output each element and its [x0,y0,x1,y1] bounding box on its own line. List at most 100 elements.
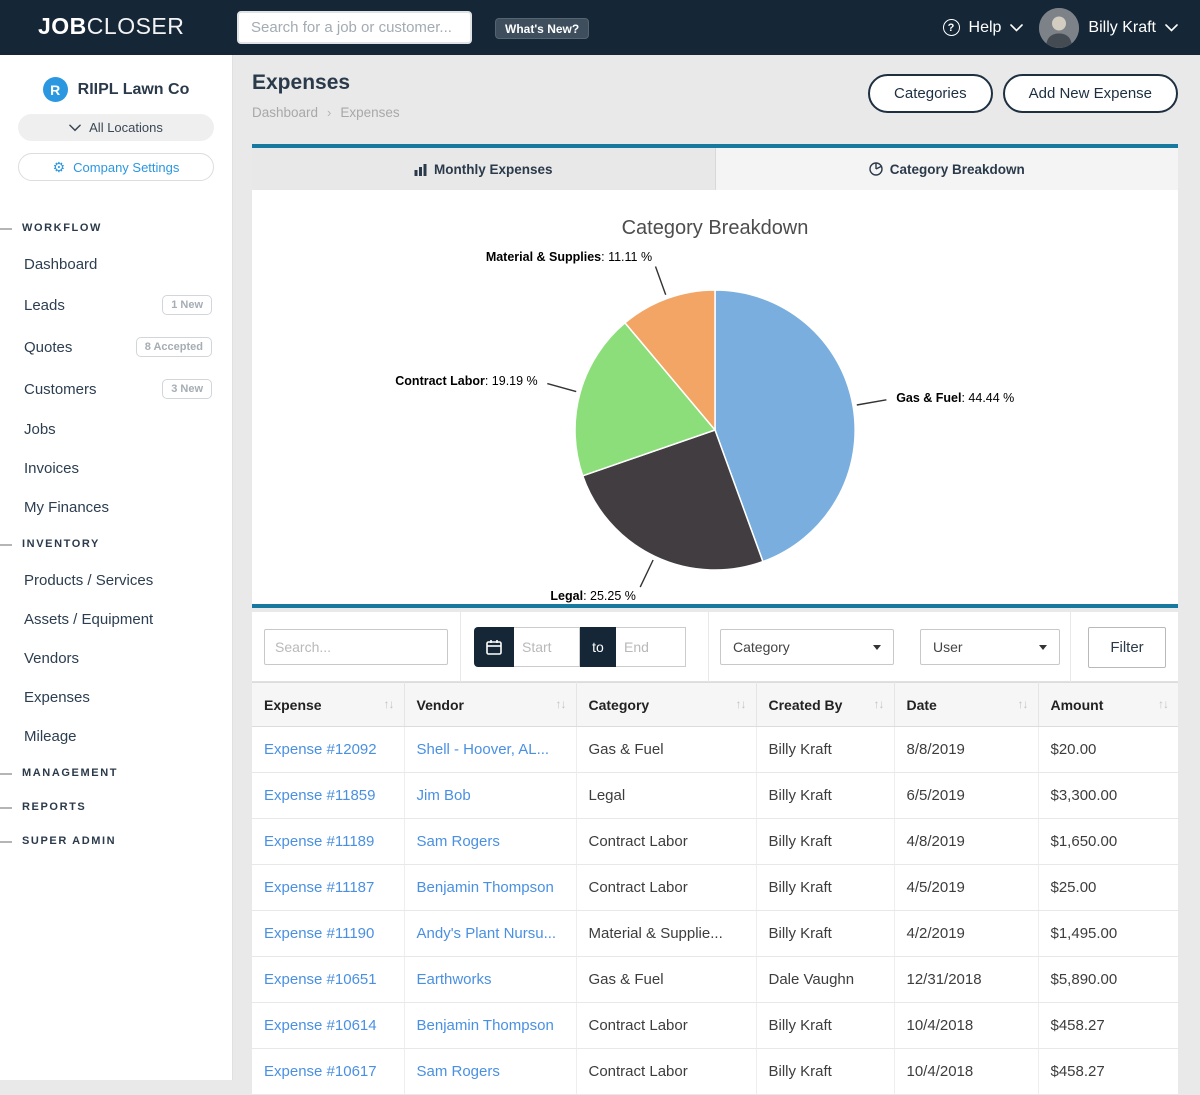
user-select[interactable]: User [920,629,1060,665]
sidebar-section-management[interactable]: MANAGEMENT [0,756,232,790]
sidebar-item-label: Leads [24,297,65,314]
created-by-cell: Billy Kraft [756,819,894,865]
item-count-badge: 8 Accepted [136,337,212,357]
filter-button[interactable]: Filter [1088,627,1166,668]
tab-category-breakdown[interactable]: Category Breakdown [716,148,1179,190]
expense-cell[interactable]: Expense #11187 [252,865,404,911]
sidebar-item-vendors[interactable]: Vendors [0,639,232,678]
sort-icon[interactable]: ↑↓ [874,697,884,711]
vendor-cell[interactable]: Benjamin Thompson [404,865,576,911]
sidebar-item-leads[interactable]: Leads1 New [0,284,232,326]
column-header-date[interactable]: Date↑↓ [894,683,1038,727]
vendor-cell[interactable]: Andy's Plant Nursu... [404,911,576,957]
vendor-cell[interactable]: Sam Rogers [404,819,576,865]
whats-new-button[interactable]: What's New? [495,18,589,39]
column-header-category[interactable]: Category↑↓ [576,683,756,727]
label-leader-line [857,400,887,405]
category-select[interactable]: Category [720,629,894,665]
tab-monthly-expenses[interactable]: Monthly Expenses [252,148,716,190]
amount-cell: $3,300.00 [1038,773,1178,819]
main-content: Expenses Dashboard › Expenses Categories… [252,55,1178,1095]
sidebar-item-label: Quotes [24,339,72,356]
category-cell: Contract Labor [576,819,756,865]
expense-cell[interactable]: Expense #11859 [252,773,404,819]
sidebar-item-expenses[interactable]: Expenses [0,678,232,717]
page-header: Expenses Dashboard › Expenses Categories… [252,55,1178,144]
sort-icon[interactable]: ↑↓ [1158,697,1168,711]
sidebar-section-workflow[interactable]: WORKFLOW [0,211,232,245]
sidebar-item-jobs[interactable]: Jobs [0,410,232,449]
bar-chart-icon [414,163,427,176]
help-icon: ? [943,19,960,36]
vendor-cell[interactable]: Shell - Hoover, AL... [404,727,576,773]
sidebar-item-label: Customers [24,381,97,398]
column-label: Expense [264,697,322,713]
sidebar-item-mileage[interactable]: Mileage [0,717,232,756]
created-by-cell: Billy Kraft [756,865,894,911]
date-range-filter: to [474,627,686,667]
date-cell: 10/4/2018 [894,1003,1038,1049]
add-new-expense-button[interactable]: Add New Expense [1003,74,1178,113]
amount-cell: $20.00 [1038,727,1178,773]
sidebar-item-dashboard[interactable]: Dashboard [0,245,232,284]
global-search-input[interactable] [237,11,472,44]
date-cell: 8/8/2019 [894,727,1038,773]
breadcrumb-dashboard[interactable]: Dashboard [252,105,318,120]
location-selector[interactable]: All Locations [18,114,214,141]
sort-icon[interactable]: ↑↓ [556,697,566,711]
sidebar-section-inventory[interactable]: INVENTORY [0,527,232,561]
sidebar-item-quotes[interactable]: Quotes 8 Accepted [0,326,232,368]
pie-label-material-supplies: Material & Supplies: 11.11 % [486,250,652,264]
created-by-cell: Billy Kraft [756,1003,894,1049]
expense-cell[interactable]: Expense #10617 [252,1049,404,1095]
vendor-cell[interactable]: Sam Rogers [404,1049,576,1095]
sidebar-item-label: Vendors [24,650,79,667]
expense-cell[interactable]: Expense #12092 [252,727,404,773]
column-label: Amount [1051,697,1104,713]
calendar-button[interactable] [474,627,514,667]
categories-button[interactable]: Categories [868,74,993,113]
sidebar-item-customers[interactable]: Customers3 New [0,368,232,410]
sidebar-item-invoices[interactable]: Invoices [0,449,232,488]
expense-tabs: Monthly Expenses Category Breakdown [252,148,1178,190]
header-actions: Categories Add New Expense [868,74,1178,113]
column-header-vendor[interactable]: Vendor↑↓ [404,683,576,727]
column-header-expense[interactable]: Expense ↑↓ [252,683,404,727]
chevron-down-icon [69,124,81,132]
chart-title: Category Breakdown [622,217,809,239]
sidebar-item-label: Dashboard [24,256,97,273]
table-row: Expense #10617Sam RogersContract LaborBi… [252,1049,1178,1095]
expense-cell[interactable]: Expense #10651 [252,957,404,1003]
column-header-created-by[interactable]: Created By↑↓ [756,683,894,727]
sidebar-item-my-finances[interactable]: My Finances [0,488,232,527]
vendor-cell[interactable]: Benjamin Thompson [404,1003,576,1049]
sort-icon[interactable]: ↑↓ [736,697,746,711]
sidebar-section-super-admin[interactable]: SUPER ADMIN [0,824,232,858]
vendor-cell[interactable]: Earthworks [404,957,576,1003]
help-menu[interactable]: ? Help [943,19,1024,37]
pie-chart-icon [869,162,883,176]
vendor-cell[interactable]: Jim Bob [404,773,576,819]
sidebar-item-products-services[interactable]: Products / Services [0,561,232,600]
sort-icon[interactable]: ↑↓ [384,697,394,711]
sidebar-item-assets-equipment[interactable]: Assets / Equipment [0,600,232,639]
pie-label-gas-fuel: Gas & Fuel: 44.44 % [896,391,1014,405]
expense-cell[interactable]: Expense #11189 [252,819,404,865]
app-logo[interactable]: JOBCLOSER [38,13,184,40]
date-start-input[interactable] [514,627,580,667]
sort-icon[interactable]: ↑↓ [1018,697,1028,711]
expense-cell[interactable]: Expense #11190 [252,911,404,957]
table-search-input[interactable] [264,629,448,665]
date-end-input[interactable] [616,627,686,667]
expense-cell[interactable]: Expense #10614 [252,1003,404,1049]
sidebar-section-reports[interactable]: REPORTS [0,790,232,824]
amount-cell: $25.00 [1038,865,1178,911]
calendar-icon [484,637,504,657]
label-leader-line [656,267,666,295]
column-header-amount[interactable]: Amount ↑↓ [1038,683,1178,727]
sidebar-item-label: Invoices [24,460,79,477]
user-menu[interactable]: Billy Kraft [1039,8,1178,48]
created-by-cell: Billy Kraft [756,773,894,819]
category-select-value: Category [733,639,790,655]
company-settings-button[interactable]: ⚙ Company Settings [18,153,214,181]
